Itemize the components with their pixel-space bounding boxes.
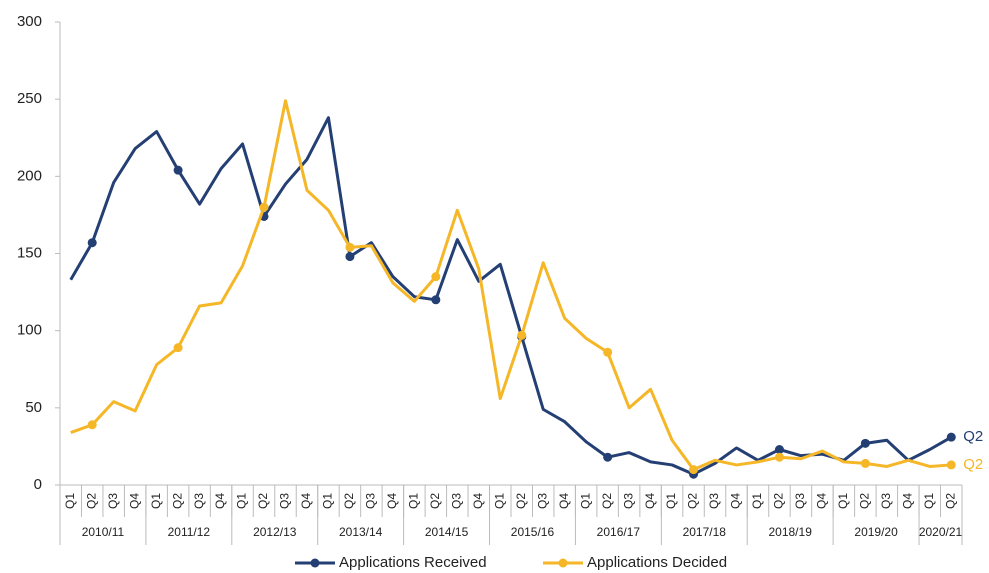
x-tick-label: Q4 [299,493,313,509]
marker [689,465,699,475]
x-tick-label: Q3 [106,493,120,509]
x-tick-label: Q1 [149,493,163,509]
marker [87,238,97,248]
x-tick-label: Q1 [63,493,77,509]
x-tick-label: Q3 [793,493,807,509]
marker [345,252,355,262]
legend-marker [310,558,320,568]
x-tick-label: Q2 [342,493,356,509]
x-tick-label: Q4 [127,493,141,509]
x-tick-label: Q2 [170,493,184,509]
series-line [70,99,952,472]
group-label: 2018/19 [768,525,812,539]
x-tick-label: Q2 [772,493,786,509]
group-label: 2014/15 [425,525,469,539]
x-tick-label: Q2 [256,493,270,509]
x-tick-label: Q3 [621,493,635,509]
x-tick-label: Q3 [535,493,549,509]
legend-label: Applications Decided [587,554,727,571]
end-label: Q2 [963,428,983,445]
x-tick-label: Q1 [492,493,506,509]
marker [603,452,613,462]
group-label: 2020/21 [919,525,963,539]
x-tick-label: Q1 [235,493,249,509]
x-tick-label: Q2 [858,493,872,509]
group-label: 2013/14 [339,525,383,539]
y-tick-label: 200 [17,167,42,184]
x-tick-label: Q1 [578,493,592,509]
x-tick-label: Q2 [943,493,957,509]
marker [87,420,97,430]
legend-label: Applications Received [339,554,487,571]
y-tick-label: 150 [17,244,42,261]
marker [774,445,784,455]
x-tick-label: Q3 [192,493,206,509]
group-label: 2012/13 [253,525,297,539]
y-tick-label: 50 [25,399,42,416]
marker [946,460,956,470]
x-tick-label: Q2 [514,493,528,509]
group-label: 2017/18 [683,525,727,539]
x-tick-label: Q1 [321,493,335,509]
x-tick-label: Q3 [449,493,463,509]
x-tick-label: Q4 [557,493,571,509]
x-tick-label: Q4 [900,493,914,509]
x-tick-label: Q2 [84,493,98,509]
marker [860,438,870,448]
x-tick-label: Q2 [686,493,700,509]
x-tick-label: Q1 [664,493,678,509]
x-tick-label: Q3 [278,493,292,509]
x-tick-label: Q1 [922,493,936,509]
y-tick-label: 0 [34,476,42,493]
group-label: 2019/20 [854,525,898,539]
x-tick-label: Q4 [729,493,743,509]
series-line [69,116,953,476]
x-tick-label: Q1 [750,493,764,509]
marker [173,165,183,175]
marker [946,432,956,442]
x-tick-label: Q3 [707,493,721,509]
x-tick-label: Q4 [643,493,657,509]
group-label: 2015/16 [511,525,555,539]
group-label: 2010/11 [82,525,125,539]
end-label: Q2 [963,456,983,473]
group-label: 2011/12 [168,525,211,539]
x-tick-label: Q4 [385,493,399,509]
marker [431,272,441,282]
y-tick-label: 100 [17,322,42,339]
y-tick-label: 300 [17,13,42,30]
marker [774,452,784,462]
marker [517,330,527,340]
x-tick-label: Q4 [213,493,227,509]
marker [603,347,613,357]
marker [860,458,870,468]
x-tick-label: Q1 [407,493,421,509]
x-tick-label: Q4 [471,493,485,509]
x-tick-label: Q4 [815,493,829,509]
marker [345,242,355,252]
x-tick-label: Q3 [879,493,893,509]
x-tick-label: Q3 [364,493,378,509]
marker [259,202,269,212]
marker [431,295,441,305]
y-tick-label: 250 [17,90,42,107]
marker [173,343,183,353]
legend-marker [558,558,568,568]
x-tick-label: Q2 [428,493,442,509]
group-label: 2016/17 [597,525,641,539]
x-tick-label: Q1 [836,493,850,509]
x-tick-label: Q2 [600,493,614,509]
